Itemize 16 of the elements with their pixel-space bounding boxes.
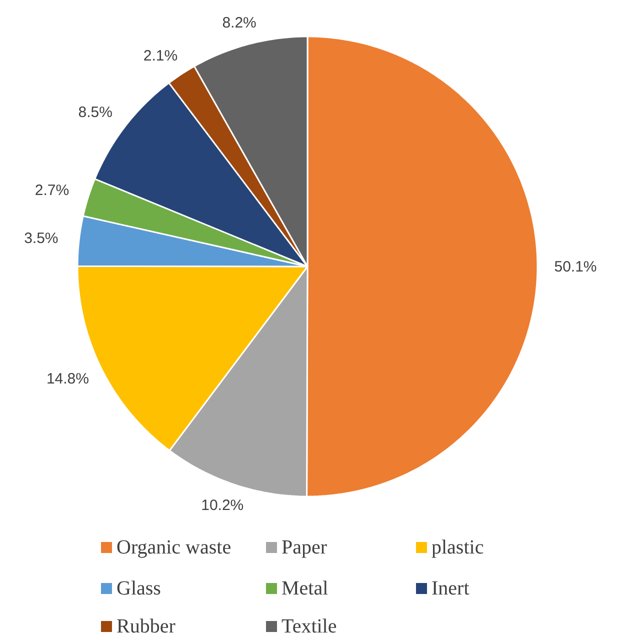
legend-label: Textile [282,616,337,638]
legend-label: Glass [116,578,162,600]
legend-label: Paper [282,536,328,558]
legend-label: Metal [282,578,329,600]
legend-label: Rubber [116,616,176,638]
legend-label: Organic waste [116,536,232,558]
data-label: 2.7% [34,182,70,200]
legend-label: Inert [432,578,470,600]
data-label: 8.2% [222,14,256,32]
legend-label: plastic [432,536,484,558]
data-label: 2.1% [143,47,178,64]
data-label: 50.1% [554,258,597,276]
data-label: 14.8% [46,370,89,388]
data-label: 10.2% [201,496,244,514]
data-label: 3.5% [24,230,58,247]
data-label: 8.5% [78,104,112,121]
